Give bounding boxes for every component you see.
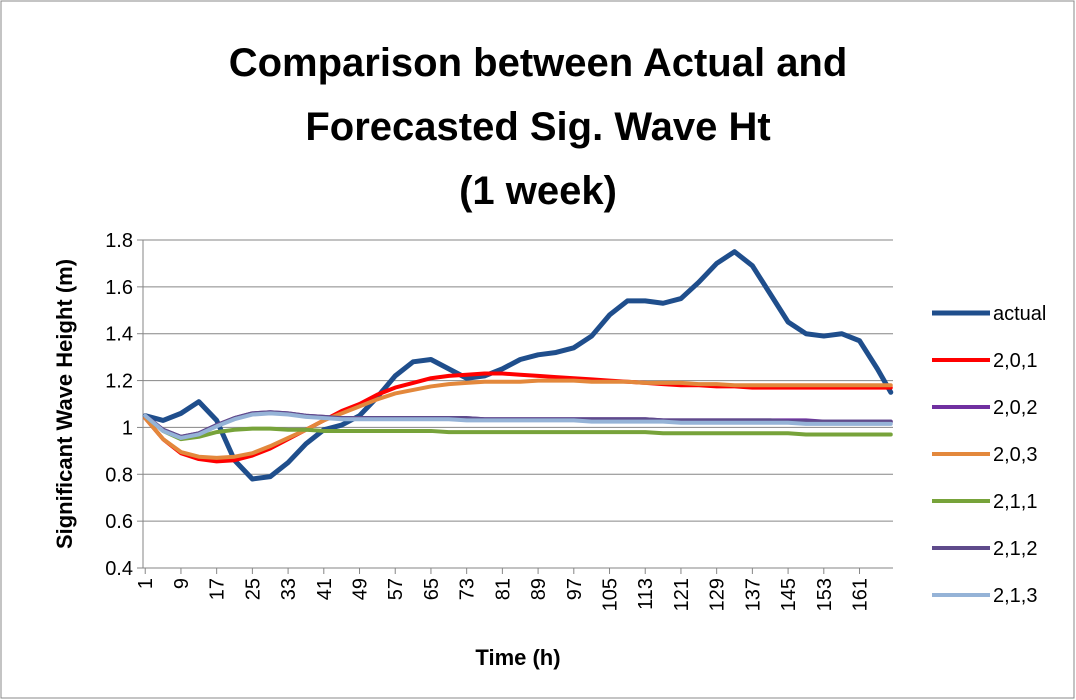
x-tick-label: 137 [742, 578, 764, 611]
series-line [143, 371, 893, 464]
legend-label: 2,0,3 [993, 444, 1037, 466]
x-tick-label: 145 [778, 578, 800, 611]
x-tick-label: 105 [600, 578, 622, 611]
y-tick-label: 1.2 [105, 371, 133, 393]
x-tick-label: 89 [528, 578, 550, 600]
series-line [142, 249, 894, 482]
x-tick-label: 25 [242, 578, 264, 600]
legend-label: 2,1,1 [993, 491, 1037, 513]
y-axis-title: Significant Wave Height (m) [52, 259, 77, 549]
series-line [143, 413, 893, 442]
x-tick-label: 113 [635, 578, 657, 610]
series-line [143, 378, 893, 460]
x-tick-label: 33 [278, 578, 300, 600]
y-tick-label: 0.6 [105, 511, 133, 533]
y-tick-label: 1.6 [105, 277, 133, 299]
legend-label: 2,0,2 [993, 397, 1037, 419]
x-tick-label: 73 [457, 578, 479, 600]
legend-label: 2,1,3 [993, 585, 1037, 607]
y-tick-label: 1.8 [105, 230, 133, 252]
x-tick-label: 49 [350, 578, 372, 600]
y-tick-label: 1 [122, 417, 133, 439]
x-tick-label: 65 [421, 578, 443, 600]
x-tick-label: 81 [492, 578, 514, 600]
x-tick-label: 17 [207, 578, 229, 600]
x-tick-label: 41 [314, 578, 336, 600]
y-tick-label: 1.4 [105, 324, 133, 346]
legend-label: actual [993, 303, 1046, 325]
series-line [143, 411, 893, 440]
x-tick-label: 9 [171, 578, 193, 589]
x-tick-label: 161 [850, 578, 872, 611]
chart-title: Comparison between Actual and [229, 41, 848, 85]
x-tick-label: 153 [814, 578, 836, 611]
x-tick-label: 97 [564, 578, 586, 600]
x-axis-title: Time (h) [475, 645, 560, 670]
y-tick-label: 0.8 [105, 464, 133, 486]
x-tick-label: 57 [385, 578, 407, 600]
chart-title: Forecasted Sig. Wave Ht [305, 105, 770, 149]
legend-label: 2,0,1 [993, 350, 1037, 372]
chart-title: (1 week) [459, 169, 617, 213]
y-tick-label: 0.4 [105, 558, 133, 580]
x-tick-label: 129 [707, 578, 729, 611]
x-tick-label: 1 [135, 578, 157, 589]
x-tick-label: 121 [671, 578, 693, 611]
legend-label: 2,1,2 [993, 538, 1037, 560]
